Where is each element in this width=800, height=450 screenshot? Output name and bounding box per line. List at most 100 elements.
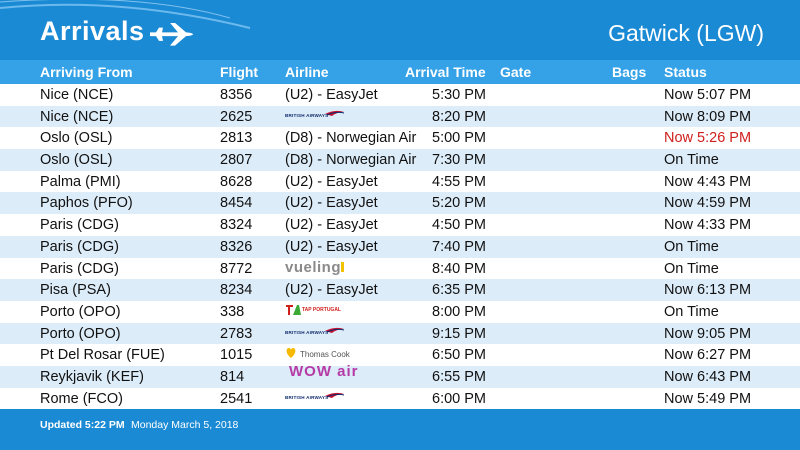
status-cell: On Time — [664, 303, 719, 320]
arrival-time-cell: 9:15 PM — [432, 325, 486, 342]
table-row: Paris (CDG) 8772 vueling 8:40 PM On Time — [0, 257, 800, 280]
origin-cell: Porto (OPO) — [40, 325, 121, 342]
flight-number-cell: 2625 — [220, 108, 253, 125]
airline-logo: BRITISH AIRWAYS — [285, 325, 349, 343]
table-row: Oslo (OSL) 2807 (D8) - Norwegian Air 7:30 P… — [0, 149, 800, 171]
airline-logo-text: BRITISH AIRWAYS — [285, 112, 329, 118]
table-row: Pisa (PSA) 8234 (U2) - EasyJet 6:35 PM Now 6… — [0, 279, 800, 301]
airline-logo: BRITISH AIRWAYS — [285, 390, 349, 408]
arrival-time-cell: 5:30 PM — [432, 87, 486, 103]
airline-logo: Thomas Cook — [285, 346, 350, 364]
airline-logo-text: TAP PORTUGAL — [302, 306, 341, 313]
origin-cell: Paphos (PFO) — [40, 195, 133, 212]
flight-number-cell: 2807 — [220, 152, 253, 169]
flight-number-cell: 1015 — [220, 347, 253, 364]
table-row: Paphos (PFO) 8454 (U2) - EasyJet 5:20 PM Now… — [0, 192, 800, 215]
arrival-time-cell: 7:30 PM — [432, 152, 486, 169]
origin-cell: Palma (PMI) — [40, 173, 121, 190]
status-cell: Now 6:13 PM — [664, 282, 752, 299]
flight-number-cell: 2813 — [220, 130, 253, 147]
flight-number-cell: 8234 — [220, 282, 253, 299]
airline-cell: (U2) - EasyJet — [285, 87, 378, 103]
status-cell: Now 4:59 PM — [664, 195, 752, 212]
arrival-time-cell: 5:00 PM — [432, 130, 486, 147]
flight-number-cell: 8326 — [220, 238, 253, 255]
arrival-time-cell: 8:40 PM — [432, 260, 486, 277]
table-row: Porto (OPO) 2783 BRITISH AIRWAYS 9:15 PM Now… — [0, 322, 800, 345]
origin-cell: Reykjavik (KEF) — [40, 368, 144, 385]
title-bar: Arrivals Gatwick (LGW) — [0, 0, 800, 60]
column-airline: Airline — [285, 64, 329, 80]
status-cell: Now 4:43 PM — [664, 173, 752, 190]
status-cell: Now 5:49 PM — [664, 390, 752, 407]
flight-number-cell: 8772 — [220, 260, 253, 277]
table-row: Reykjavik (KEF) 814 WOW air 6:55 PM Now 6:43… — [0, 364, 800, 388]
origin-cell: Nice (NCE) — [40, 87, 114, 103]
status-cell: Now 6:27 PM — [664, 347, 752, 364]
airline-logo: TAP PORTUGAL — [285, 303, 349, 321]
airline-cell: (U2) - EasyJet — [285, 217, 378, 234]
origin-cell: Paris (CDG) — [40, 217, 119, 234]
airline-logo-text: Thomas Cook — [300, 350, 350, 360]
arrival-time-cell: 5:20 PM — [432, 195, 486, 212]
airline-cell: (U2) - EasyJet — [285, 173, 378, 190]
table-row: Paris (CDG) 8324 (U2) - EasyJet 4:50 PM Now … — [0, 214, 800, 236]
flight-number-cell: 2541 — [220, 390, 253, 407]
column-gate: Gate — [500, 64, 532, 80]
status-cell: Now 9:05 PM — [664, 325, 752, 342]
airline-logo-text: WOW air — [289, 362, 359, 380]
arrival-time-cell: 6:00 PM — [432, 390, 486, 407]
airline-cell: (U2) - EasyJet — [285, 195, 378, 212]
airline-logo-text: BRITISH AIRWAYS — [285, 329, 329, 335]
column-header-row: Arriving From Flight Airline Arrival Tim… — [0, 60, 800, 84]
airline-logo: BRITISH AIRWAYS — [285, 108, 349, 126]
table-row: Rome (FCO) 2541 BRITISH AIRWAYS 6:00 PM Now … — [0, 387, 800, 410]
footer-bar: Updated 5:22 PM Monday March 5, 2018 — [0, 410, 800, 450]
origin-cell: Porto (OPO) — [40, 303, 121, 320]
flight-number-cell: 814 — [220, 368, 245, 385]
table-row: Porto (OPO) 338 TAP PORTUGAL 8:00 PM On Time — [0, 300, 800, 323]
status-cell: On Time — [664, 260, 719, 277]
table-row: Pt Del Rosar (FUE) 1015 Thomas Cook 6:50 PM… — [0, 344, 800, 366]
airline-cell: (D8) - Norwegian Air — [285, 152, 417, 169]
origin-cell: Paris (CDG) — [40, 238, 119, 255]
arrival-time-cell: 4:50 PM — [432, 217, 486, 234]
origin-cell: Oslo (OSL) — [40, 152, 113, 169]
origin-cell: Oslo (OSL) — [40, 130, 113, 147]
table-row: Oslo (OSL) 2813 (D8) - Norwegian Air 5:00 P… — [0, 127, 800, 150]
airline-cell: (U2) - EasyJet — [285, 238, 378, 255]
column-bags: Bags — [612, 64, 647, 80]
updated-time: Updated 5:22 PM — [40, 419, 125, 431]
airplane-icon — [150, 23, 193, 46]
status-cell: Now 5:26 PM — [664, 130, 752, 147]
table-row: Palma (PMI) 8628 (U2) - EasyJet 4:55 PM Now … — [0, 170, 800, 193]
flight-number-cell: 8324 — [220, 217, 253, 234]
table-row: Paris (CDG) 8326 (U2) - EasyJet 7:40 PM On T… — [0, 235, 800, 258]
column-arrival-time: Arrival Time — [405, 64, 486, 80]
arrival-time-cell: 8:20 PM — [432, 108, 486, 125]
column-flight: Flight — [220, 64, 259, 80]
column-status: Status — [664, 64, 707, 80]
arrival-time-cell: 7:40 PM — [432, 238, 486, 255]
airline-cell: (U2) - EasyJet — [285, 282, 378, 299]
origin-cell: Paris (CDG) — [40, 260, 119, 277]
flight-number-cell: 8454 — [220, 195, 253, 212]
arrival-time-cell: 6:35 PM — [432, 282, 486, 299]
airline-logo-text: vueling — [285, 258, 342, 276]
status-cell: On Time — [664, 152, 719, 169]
status-cell: On Time — [664, 238, 719, 255]
arrival-time-cell: 4:55 PM — [432, 173, 486, 190]
arrival-time-cell: 8:00 PM — [432, 303, 486, 320]
current-date: Monday March 5, 2018 — [131, 419, 239, 431]
airline-logo: WOW air — [285, 364, 358, 386]
table-row: Nice (NCE) 8356 (U2) - EasyJet 5:30 PM Now 5… — [0, 84, 800, 106]
airline-cell: (D8) - Norwegian Air — [285, 130, 417, 147]
arrival-time-cell: 6:55 PM — [432, 368, 486, 385]
arrival-time-cell: 6:50 PM — [432, 347, 486, 364]
flight-list: Nice (NCE) 8356 (U2) - EasyJet 5:30 PM Now 5… — [0, 84, 800, 410]
airline-logo-text: BRITISH AIRWAYS — [285, 394, 329, 400]
status-cell: Now 4:33 PM — [664, 217, 752, 234]
origin-cell: Pt Del Rosar (FUE) — [40, 347, 165, 364]
page-title: Arrivals — [40, 16, 145, 46]
